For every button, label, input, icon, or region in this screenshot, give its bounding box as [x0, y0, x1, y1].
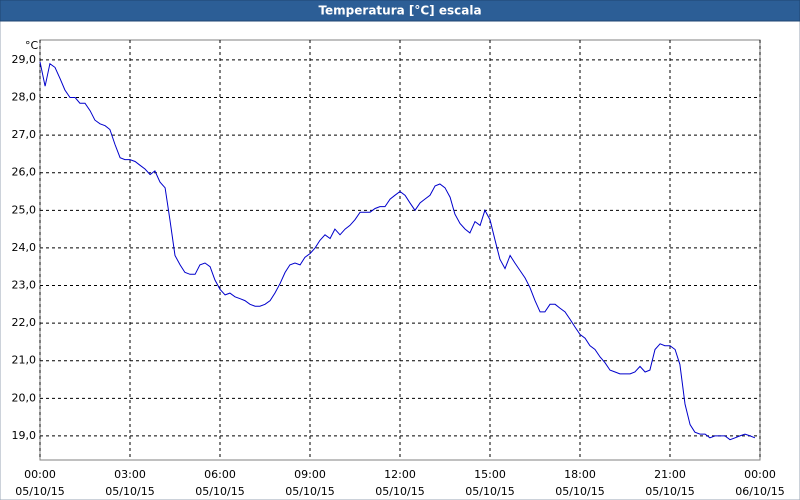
y-tick-label: 25,0: [12, 203, 37, 216]
y-tick-label: 20,0: [12, 391, 37, 404]
title-bar: [0, 0, 800, 22]
y-tick-label: 23,0: [12, 279, 37, 292]
x-tick-label: 06:00: [204, 468, 236, 481]
x-tick-label: 00:00: [744, 468, 776, 481]
x-tick-date: 05/10/15: [645, 485, 694, 498]
x-tick-date: 05/10/15: [375, 485, 424, 498]
x-tick-label: 12:00: [384, 468, 416, 481]
x-tick-date: 06/10/15: [735, 485, 784, 498]
x-tick-label: 15:00: [474, 468, 506, 481]
x-tick-date: 05/10/15: [195, 485, 244, 498]
x-tick-date: 05/10/15: [285, 485, 334, 498]
x-tick-label: 09:00: [294, 468, 326, 481]
x-tick-label: 03:00: [114, 468, 146, 481]
x-tick-date: 05/10/15: [105, 485, 154, 498]
y-tick-label: 27,0: [12, 128, 37, 141]
x-tick-date: 05/10/15: [555, 485, 604, 498]
chart-title: Temperatura [°C] escala: [318, 4, 481, 18]
y-tick-label: 21,0: [12, 354, 37, 367]
x-tick-date: 05/10/15: [15, 485, 64, 498]
y-tick-label: 26,0: [12, 166, 37, 179]
y-tick-label: 22,0: [12, 316, 37, 329]
y-tick-label: 29,0: [12, 53, 37, 66]
data-line: [39, 61, 756, 441]
x-tick-label: 18:00: [564, 468, 596, 481]
y-tick-label: 28,0: [12, 91, 37, 104]
x-tick-label: 21:00: [654, 468, 686, 481]
y-axis-unit: °C: [25, 39, 39, 52]
x-tick-label: 00:00: [24, 468, 56, 481]
y-tick-label: 19,0: [12, 429, 37, 442]
y-tick-label: 24,0: [12, 241, 37, 254]
x-tick-date: 05/10/15: [465, 485, 514, 498]
